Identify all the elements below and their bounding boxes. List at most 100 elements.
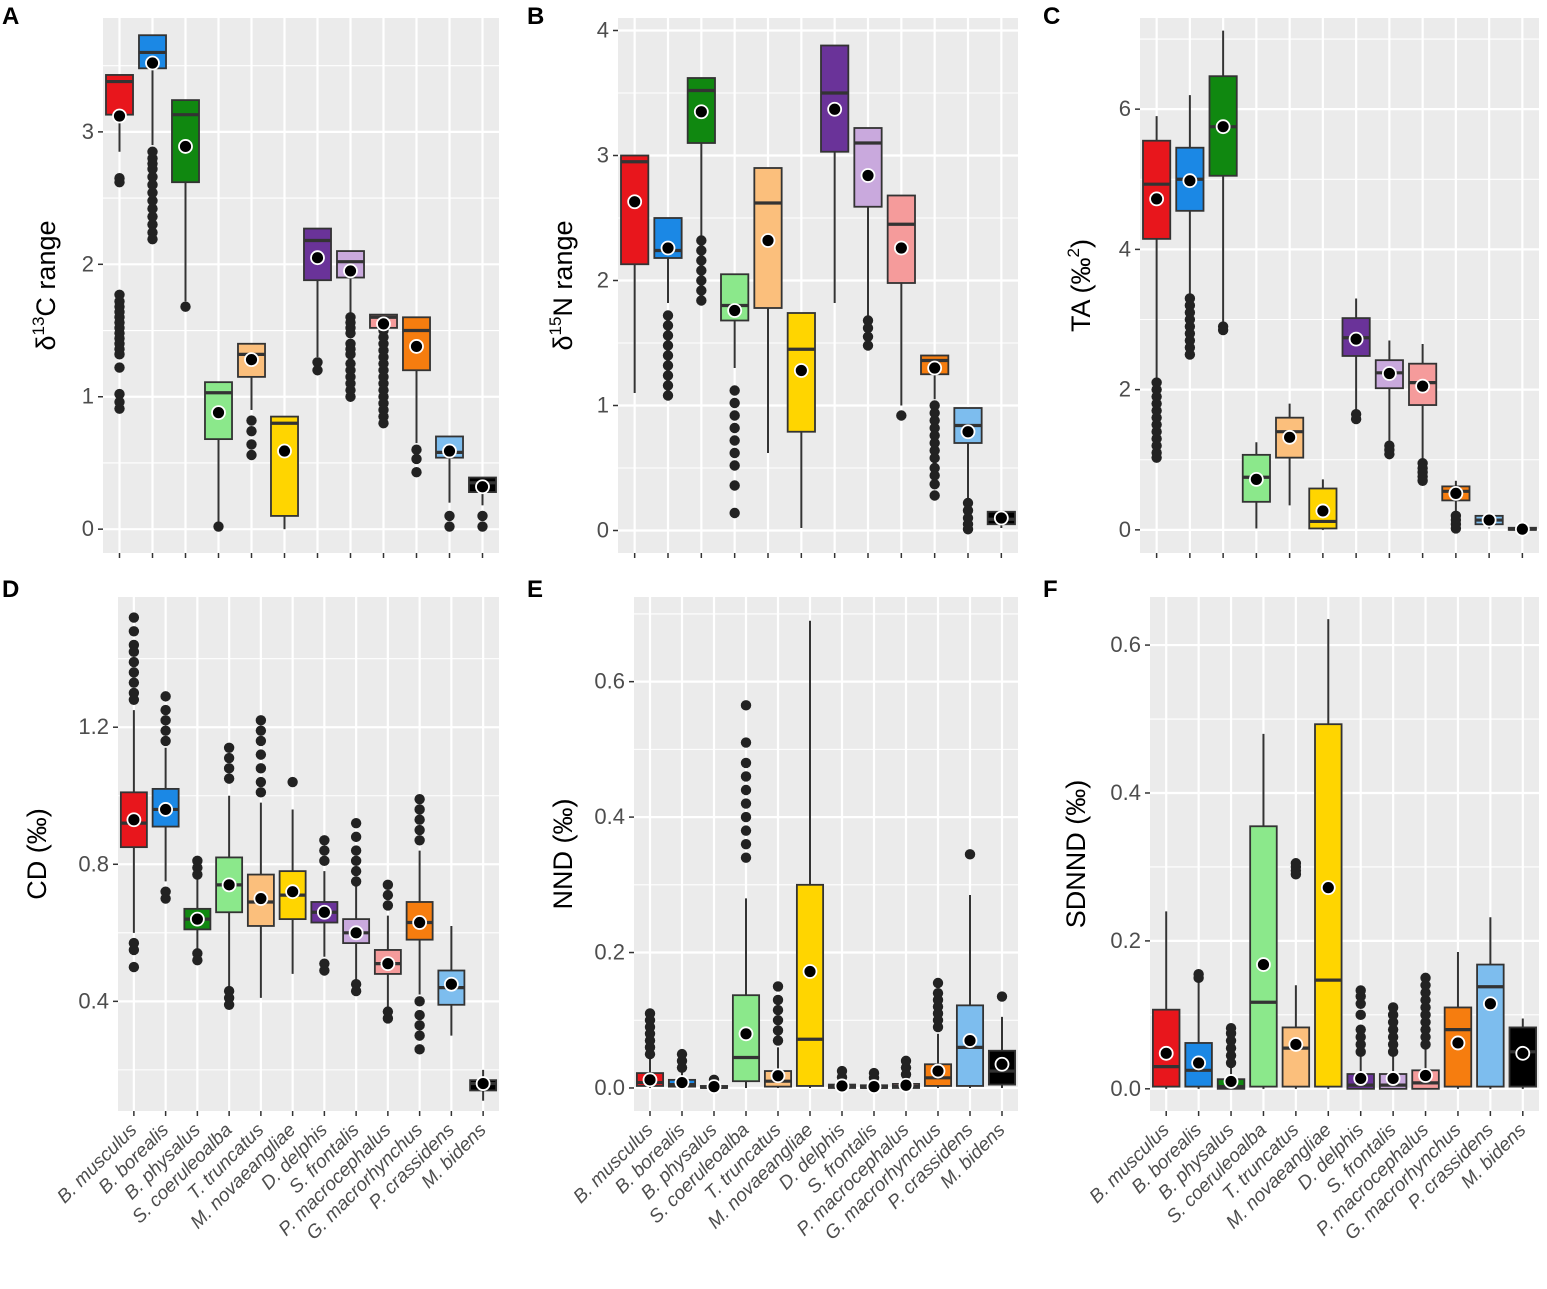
outlier-point <box>740 825 752 836</box>
box-pmacrocephalus <box>886 194 916 421</box>
outlier-point <box>128 677 140 688</box>
mean-point <box>1215 119 1231 135</box>
outlier-point <box>1387 1039 1399 1050</box>
mean-point <box>727 303 743 318</box>
outlier-point <box>444 510 455 522</box>
outlier-point <box>1420 987 1431 998</box>
outlier-point <box>1384 448 1395 460</box>
mean-point <box>253 891 269 906</box>
mean-point <box>1348 331 1364 347</box>
outlier-point <box>929 407 940 419</box>
mean-point <box>994 1056 1010 1072</box>
outlier-point <box>414 814 425 825</box>
box-sfrontalis <box>1374 340 1404 460</box>
outlier-point <box>964 849 976 860</box>
box-bphysalus <box>1216 1022 1246 1090</box>
outlier-point <box>414 1044 425 1055</box>
mean-point <box>348 925 364 941</box>
box-scoeruleoalba <box>204 381 233 532</box>
outlier-point <box>696 255 707 266</box>
plot-background <box>103 18 499 553</box>
outlier-point <box>862 340 874 351</box>
outlier-point <box>662 350 674 361</box>
outlier-point <box>929 462 940 474</box>
box-sfrontalis <box>853 127 883 351</box>
outlier-point <box>929 479 940 490</box>
mean-point <box>1282 429 1298 445</box>
outlier-point <box>246 449 257 461</box>
plot-background <box>618 18 1018 553</box>
panel-letter: C <box>1043 3 1060 30</box>
outlier-point <box>932 977 944 989</box>
outlier-point <box>740 852 752 863</box>
mean-point <box>1415 378 1431 394</box>
outlier-point <box>1417 475 1428 486</box>
mean-point <box>112 108 127 124</box>
box-mbidens <box>468 476 497 532</box>
box-ttruncatus <box>1281 858 1311 1089</box>
panel-letter: B <box>527 3 544 30</box>
outlier-point <box>1387 1024 1399 1035</box>
outlier-point <box>696 285 707 296</box>
mean-point <box>1514 521 1530 537</box>
box-bborealis <box>151 691 180 904</box>
outlier-point <box>696 295 707 306</box>
mean-point <box>693 104 709 120</box>
y-tick-label: 2 <box>1119 377 1131 402</box>
mean-point <box>1450 1035 1466 1051</box>
outlier-point <box>929 452 940 464</box>
outlier-point <box>128 667 140 678</box>
outlier-point <box>160 715 171 726</box>
mean-point <box>1223 1074 1239 1089</box>
outlier-point <box>740 771 752 782</box>
box-bmusculus <box>1152 911 1181 1089</box>
iqr-box <box>1281 1026 1311 1088</box>
outlier-point <box>477 510 488 522</box>
outlier-point <box>147 171 158 183</box>
outlier-point <box>1290 858 1302 869</box>
outlier-point <box>350 845 362 856</box>
outlier-point <box>740 784 752 796</box>
box-sfrontalis <box>1378 1002 1408 1090</box>
outlier-point <box>662 380 674 391</box>
outlier-point <box>740 757 752 769</box>
box-ddelphis <box>1341 298 1371 425</box>
outlier-point <box>255 787 267 798</box>
mean-point <box>802 964 818 979</box>
outlier-point <box>147 163 158 175</box>
outlier-point <box>696 275 707 286</box>
outlier-point <box>345 391 356 402</box>
iqr-box <box>1476 963 1505 1088</box>
box-mnovaeangliae <box>1314 619 1343 1089</box>
outlier-point <box>411 453 422 465</box>
outlier-point <box>128 612 140 623</box>
outlier-point <box>1387 1031 1399 1043</box>
outlier-point <box>312 365 323 376</box>
mean-point <box>211 405 226 421</box>
mean-point <box>285 884 301 900</box>
outlier-point <box>477 521 488 532</box>
outlier-point <box>382 1013 394 1024</box>
box-mbidens <box>987 991 1017 1088</box>
panel-letter: F <box>1043 576 1058 603</box>
y-tick-label: 0.8 <box>78 851 109 876</box>
iqr-box <box>786 312 816 433</box>
outlier-point <box>319 835 330 846</box>
mean-point <box>189 911 205 927</box>
outlier-point <box>1225 1022 1237 1034</box>
outlier-point <box>1225 1050 1237 1061</box>
mean-point <box>409 339 424 354</box>
outlier-point <box>1420 972 1431 984</box>
outlier-point <box>255 749 267 760</box>
outlier-point <box>729 410 740 421</box>
outlier-point <box>962 524 974 535</box>
outlier-point <box>1387 1046 1399 1058</box>
outlier-point <box>929 437 940 449</box>
mean-point <box>1191 1055 1207 1071</box>
panel-letter: D <box>2 576 19 603</box>
outlier-point <box>223 999 235 1010</box>
outlier-point <box>1355 1024 1366 1035</box>
box-bborealis <box>1184 968 1213 1089</box>
